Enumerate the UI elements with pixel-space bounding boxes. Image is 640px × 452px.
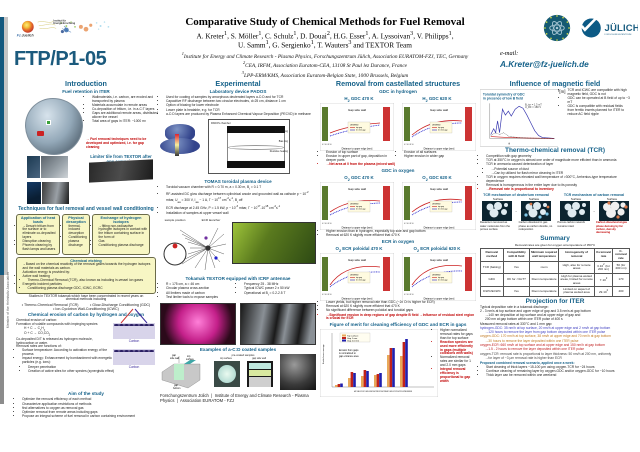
svg-text:H2 GDC/O2 GDC/H2 ECR/O2 ECR/H2: H2 GDC/O2 GDC/H2 ECR/O2 ECR/H2 GDC/O2 EC… [354, 391, 413, 393]
svg-text:Gap side wall: Gap side wall [348, 108, 366, 112]
svg-text:0 2 4 6 8 10: 0 2 4 6 8 10 [404, 223, 414, 225]
svg-text:0 2 4 6 8 10: 0 2 4 6 8 10 [404, 144, 414, 146]
svg-text:bottom: bottom [173, 387, 180, 390]
svg-text:0.5 mm gap: 0.5 mm gap [438, 280, 448, 282]
svg-text:Gap side wall: Gap side wall [348, 258, 366, 262]
svg-text:in presence of low B field: in presence of low B field [483, 96, 523, 100]
svg-text:LEGEND: LEGEND [432, 124, 441, 126]
svg-text:LEGEND: LEGEND [350, 203, 359, 205]
svg-text:gap entrance area: gap entrance area [339, 355, 359, 358]
svg-text:surface: surface [186, 358, 195, 361]
svg-text:0.5 mm gap: 0.5 mm gap [438, 130, 448, 132]
svg-text:Eroded mass average: Eroded mass average [323, 344, 325, 364]
svg-text:Gap side wall: Gap side wall [348, 187, 366, 191]
svg-text:LEGEND: LEGEND [350, 274, 359, 276]
svg-text:0 2 4 6 8 10: 0 2 4 6 8 10 [404, 294, 414, 296]
svg-text:0.5 mm gap: 0.5 mm gap [356, 130, 366, 132]
svg-text:FORSCHUNGSZENTRUM: FORSCHUNGSZENTRUM [605, 34, 632, 36]
svg-text:Juelich: Juelich [22, 34, 35, 38]
svg-text:Gap side wall: Gap side wall [430, 187, 448, 191]
svg-text:JÜLICH: JÜLICH [605, 23, 638, 34]
svg-text:LEGEND: LEGEND [350, 124, 359, 126]
svg-text:Gap 2.0 mm: Gap 2.0 mm [347, 340, 359, 342]
svg-text:Distance to upper edge [mm]: Distance to upper edge [mm] [424, 227, 455, 230]
svg-text:0 2 4 6 8 10: 0 2 4 6 8 10 [322, 223, 332, 225]
svg-text:LEGEND: LEGEND [432, 274, 441, 276]
svg-text:Gap side wall: Gap side wall [430, 258, 448, 262]
svg-text:U_RF = 180 V: U_RF = 180 V [525, 106, 541, 109]
svg-text:0.5 mm gap: 0.5 mm gap [356, 209, 366, 211]
svg-text:Gap side wall: Gap side wall [430, 108, 448, 112]
svg-text:LEGEND: LEGEND [432, 203, 441, 205]
svg-text:0 2 4 6 8 10: 0 2 4 6 8 10 [322, 144, 332, 146]
svg-text:0.5 mm gap: 0.5 mm gap [356, 280, 366, 282]
svg-text:0 2 4 6 8 10: 0 2 4 6 8 10 [322, 294, 332, 296]
svg-text:side wall: side wall [170, 357, 180, 360]
svg-text:Fz: Fz [17, 34, 21, 38]
svg-text:0.5 mm gap: 0.5 mm gap [438, 209, 448, 211]
